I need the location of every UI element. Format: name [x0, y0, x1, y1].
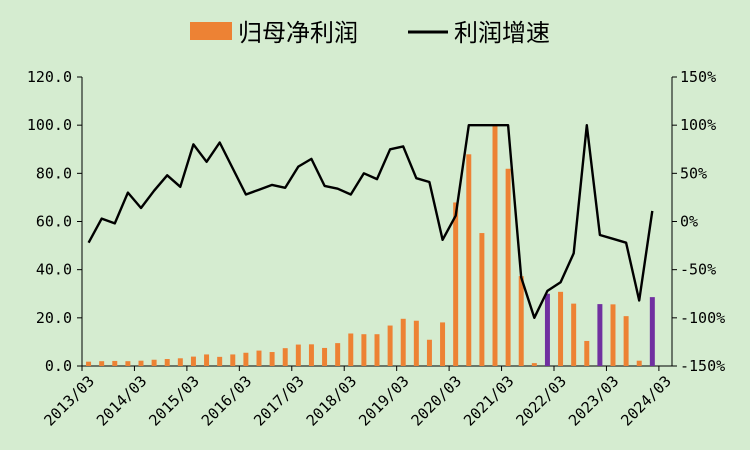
right-tick-label: 150%: [680, 68, 716, 86]
right-tick-label: -150%: [680, 357, 725, 375]
bar: [190, 356, 196, 366]
bar: [492, 125, 498, 367]
right-tick-label: 100%: [680, 116, 716, 134]
bar-highlight: [649, 297, 655, 366]
left-tick-label: 0.0: [45, 357, 72, 375]
x-tick-label: 2022/03: [513, 372, 570, 429]
x-tick-label: 2020/03: [408, 372, 465, 429]
bar: [479, 233, 485, 366]
bar: [256, 350, 262, 366]
x-tick-label: 2023/03: [565, 372, 622, 429]
x-tick-label: 2015/03: [145, 372, 202, 429]
bar: [387, 325, 393, 366]
right-tick-label: 0%: [680, 213, 698, 231]
growth-line: [87, 123, 654, 319]
bar: [204, 354, 210, 366]
bar: [230, 354, 236, 366]
left-tick-label: 60.0: [36, 213, 72, 231]
left-tick-label: 120.0: [27, 68, 72, 86]
bar: [361, 334, 367, 366]
bar: [571, 303, 577, 366]
bar: [322, 347, 328, 366]
bar: [610, 304, 616, 366]
bar: [558, 291, 564, 366]
plot-area: 0.0 20.0 40.0 60.0 80.0 100.0 120.0 -150% -100% -…: [27, 68, 725, 430]
x-tick-label: 2013/03: [41, 372, 98, 429]
legend-bar-swatch: [190, 22, 232, 40]
right-tick-label: 50%: [680, 164, 707, 182]
bar: [112, 360, 118, 366]
bar: [518, 276, 524, 366]
bar: [151, 359, 157, 366]
bar: [466, 154, 472, 366]
bar: [440, 322, 446, 366]
bar: [426, 339, 432, 366]
left-tick-label: 20.0: [36, 309, 72, 327]
bar-highlight: [597, 304, 603, 366]
bar: [125, 361, 131, 366]
bar: [243, 352, 249, 366]
bar: [348, 333, 354, 366]
bar: [282, 348, 288, 366]
bar: [99, 361, 105, 366]
bar: [138, 360, 144, 366]
bar: [531, 363, 537, 366]
bar: [269, 352, 275, 366]
x-tick-label: 2016/03: [198, 372, 255, 429]
x-tick-label: 2021/03: [460, 372, 517, 429]
legend-line-label: 利润增速: [454, 19, 550, 47]
x-tick-label: 2019/03: [355, 372, 412, 429]
bar: [584, 340, 590, 366]
x-tick-label: 2018/03: [303, 372, 360, 429]
x-tick-label: 2024/03: [617, 372, 674, 429]
bar: [453, 202, 459, 366]
legend-bar-label: 归母净利润: [238, 19, 358, 47]
bar: [335, 343, 341, 366]
bar: [164, 359, 170, 366]
bar: [400, 318, 406, 366]
bar: [374, 334, 380, 366]
bar: [217, 356, 223, 366]
bar: [308, 344, 314, 366]
bar: [413, 320, 419, 366]
bar: [295, 344, 301, 366]
legend: 归母净利润 利润增速: [190, 19, 550, 47]
right-tick-label: -100%: [680, 309, 725, 327]
x-tick-label: 2017/03: [250, 372, 307, 429]
bar: [177, 358, 183, 366]
right-tick-label: -50%: [680, 261, 716, 279]
left-tick-label: 100.0: [27, 116, 72, 134]
bar-highlight: [544, 293, 550, 366]
left-tick-label: 40.0: [36, 261, 72, 279]
left-tick-label: 80.0: [36, 164, 72, 182]
bar: [623, 316, 629, 366]
x-tick-label: 2014/03: [93, 372, 150, 429]
bar: [86, 361, 92, 366]
bar: [636, 360, 642, 366]
bar: [505, 168, 511, 366]
